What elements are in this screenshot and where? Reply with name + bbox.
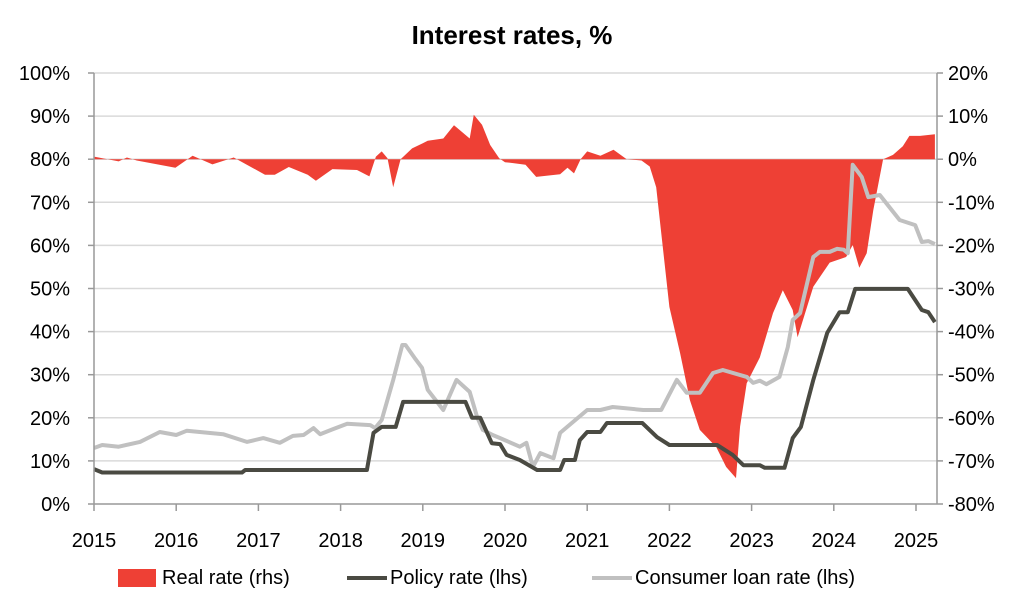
y-left-tick-label: 10% <box>30 451 70 473</box>
series-lines <box>93 162 937 475</box>
x-tick-label: 2024 <box>812 530 857 552</box>
y-right-tick-label: -60% <box>948 408 995 430</box>
y-right-tick-label: -50% <box>948 365 995 387</box>
x-tick-label: 2022 <box>647 530 692 552</box>
legend-label-consumer-loan-rate: Consumer loan rate (lhs) <box>635 567 856 589</box>
x-tick-label: 2017 <box>236 530 281 552</box>
y-left-tick-label: 60% <box>30 235 70 257</box>
legend-swatch-real-rate <box>118 569 156 587</box>
y-right-tick-label: -30% <box>948 279 995 301</box>
legend-label-policy-rate: Policy rate (lhs) <box>390 567 528 589</box>
y-left-tick-label: 100% <box>19 63 70 85</box>
legend-label-real-rate: Real rate (rhs) <box>162 567 290 589</box>
axes <box>88 72 943 511</box>
x-tick-label: 2018 <box>318 530 363 552</box>
tick-labels: 0% -80% 10% -70% 20% -60% 30% -50% 40% -40% 50% -30… <box>19 63 995 552</box>
y-right-tick-label: 10% <box>948 106 988 128</box>
real-rate-area-path <box>94 114 935 479</box>
gridlines <box>94 72 937 462</box>
x-tick-label: 2023 <box>729 530 774 552</box>
x-tick-label: 2025 <box>894 530 939 552</box>
x-tick-label: 2021 <box>565 530 610 552</box>
y-left-tick-label: 50% <box>30 279 70 301</box>
y-right-tick-label: 20% <box>948 63 988 85</box>
y-right-tick-label: -20% <box>948 235 995 257</box>
legend-swatch-consumer-loan-rate <box>592 576 632 580</box>
y-right-tick-label: -70% <box>948 451 995 473</box>
x-tick-label: 2020 <box>483 530 528 552</box>
consumer-loan-rate-line <box>93 162 936 469</box>
y-left-tick-label: 90% <box>30 106 70 128</box>
y-left-tick-label: 20% <box>30 408 70 430</box>
chart-title: Interest rates, % <box>411 20 613 50</box>
y-left-tick-label: 30% <box>30 365 70 387</box>
y-right-tick-label: -10% <box>948 192 995 214</box>
policy-rate-line <box>93 286 937 475</box>
legend-swatch-policy-rate <box>347 576 387 580</box>
x-tick-label: 2016 <box>154 530 199 552</box>
y-right-tick-label: -80% <box>948 494 995 516</box>
y-right-tick-label: -40% <box>948 322 995 344</box>
y-left-tick-label: 0% <box>41 494 70 516</box>
real-rate-area <box>94 114 935 479</box>
y-left-tick-label: 40% <box>30 322 70 344</box>
y-left-tick-label: 80% <box>30 149 70 171</box>
y-left-tick-label: 70% <box>30 192 70 214</box>
x-tick-label: 2015 <box>72 530 117 552</box>
y-right-tick-label: 0% <box>948 149 977 171</box>
x-tick-label: 2019 <box>401 530 446 552</box>
